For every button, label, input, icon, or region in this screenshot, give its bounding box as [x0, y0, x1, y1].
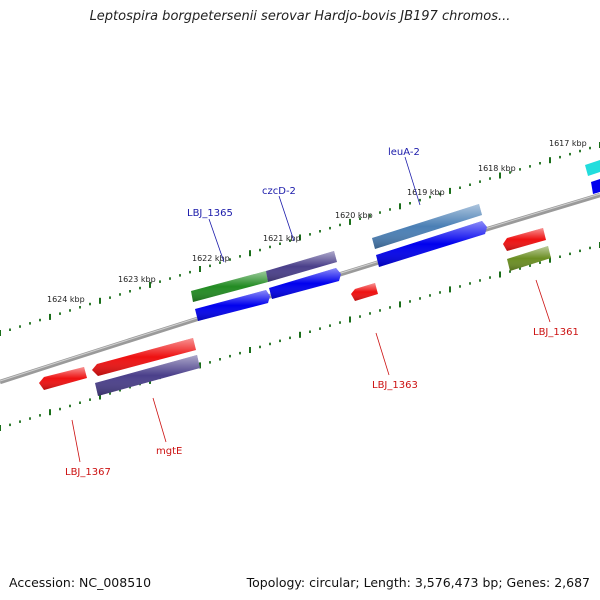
ruler-label-1621: 1621 kbp [263, 234, 301, 243]
ruler-label-1620: 1620 kbp [335, 211, 373, 220]
lower-tick-track [0, 242, 600, 431]
gene-label-lbj-1367[interactable]: LBJ_1367 [65, 467, 111, 478]
topology-text: Topology: circular; Length: 3,576,473 bp… [246, 575, 590, 590]
ruler-label-1619: 1619 kbp [407, 188, 445, 197]
label-leader-lines [71, 156, 551, 463]
forward-strand-features [191, 160, 600, 321]
ruler-labels: 1624 kbp 1623 kbp 1622 kbp 1621 kbp 1620… [47, 139, 587, 304]
cds-arrow[interactable] [591, 179, 600, 194]
accession-text: Accession: NC_008510 [9, 575, 152, 590]
gene-label-leua-2[interactable]: leuA-2 [388, 147, 420, 158]
gene-label-czcd-2[interactable]: czcD-2 [262, 186, 296, 197]
gene-label-lbj-1363[interactable]: LBJ_1363 [372, 380, 418, 391]
gene-label-mgte[interactable]: mgtE [156, 446, 182, 457]
ruler-label-1624: 1624 kbp [47, 295, 85, 304]
upper-tick-track [0, 142, 600, 336]
ruler-label-1617: 1617 kbp [549, 139, 587, 148]
gene-label-lbj-1365[interactable]: LBJ_1365 [187, 208, 233, 219]
reverse-strand-features [39, 228, 551, 396]
ruler-label-1623: 1623 kbp [118, 275, 156, 284]
map-title: Leptospira borgpetersenii serovar Hardjo… [89, 9, 511, 24]
gene-labels: LBJ_1365 czcD-2 leuA-2 LBJ_1367 mgtE LBJ… [65, 147, 579, 478]
ruler-label-1622: 1622 kbp [192, 254, 230, 263]
gene-feature-cyan[interactable] [585, 160, 600, 176]
gene-label-lbj-1361[interactable]: LBJ_1361 [533, 327, 579, 338]
ruler-label-1618: 1618 kbp [478, 164, 516, 173]
